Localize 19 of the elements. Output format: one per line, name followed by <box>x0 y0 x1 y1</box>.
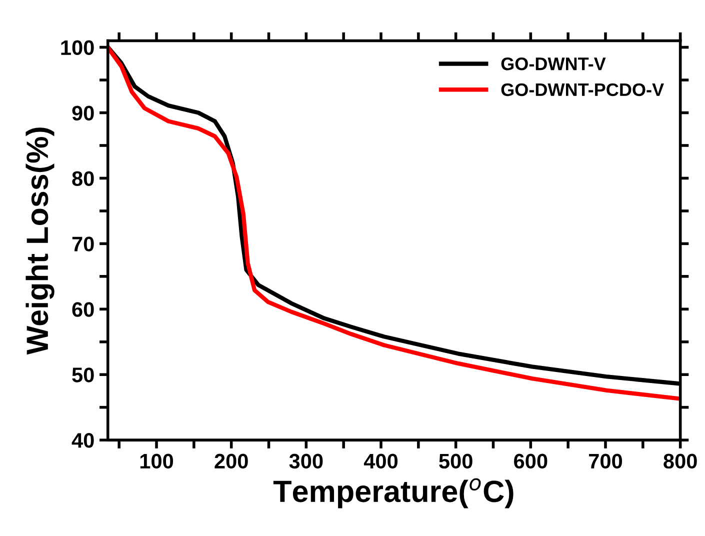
x-tick-label: 200 <box>214 454 248 469</box>
x-tick-label: 400 <box>364 454 398 469</box>
x-tick-label: 800 <box>664 454 697 469</box>
x-tick-label: 100 <box>140 454 174 469</box>
y-tick-label: 70 <box>72 236 94 252</box>
y-tick-label: 100 <box>61 40 94 56</box>
x-tick-label: 300 <box>289 454 323 469</box>
y-tick-label: 40 <box>72 433 94 448</box>
y-tick-label: 60 <box>72 302 94 317</box>
y-tick-label: 50 <box>72 368 94 382</box>
legend-label: GO-DWNT-PCDO-V <box>501 83 664 96</box>
legend-label: GO-DWNT-V <box>501 57 606 70</box>
x-axis-title: Temperature($^{o}$C) <box>273 478 514 508</box>
y-tick-label: 90 <box>72 106 94 120</box>
y-axis-title: Weight Loss(%) <box>26 128 54 355</box>
x-tick-label: 600 <box>514 454 548 469</box>
x-tick-label: 500 <box>439 454 472 469</box>
x-tick-label: 700 <box>589 454 622 469</box>
y-tick-label: 80 <box>72 171 94 186</box>
